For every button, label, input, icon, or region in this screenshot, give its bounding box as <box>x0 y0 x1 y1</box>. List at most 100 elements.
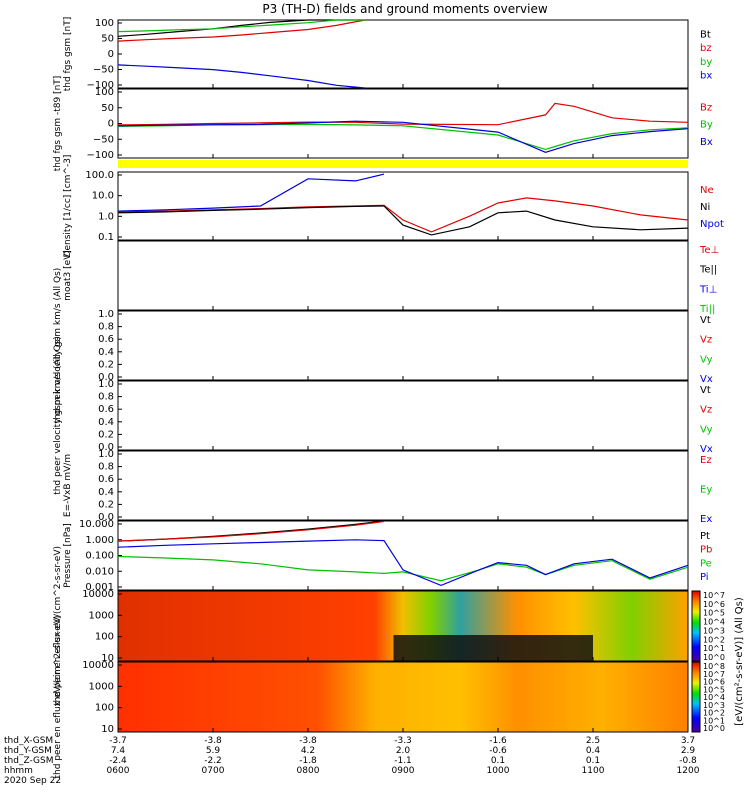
y-tick-label: −100 <box>87 80 114 91</box>
series-line-pt <box>117 520 385 542</box>
footer-value: -3.8 <box>204 736 222 746</box>
legend-pb: Pb <box>700 545 712 556</box>
y-tick-label: 1.0 <box>98 449 114 460</box>
colorbar-tick: 10^7 <box>703 591 725 600</box>
y-tick-label: 0.8 <box>98 462 114 473</box>
y-tick-label: 0.8 <box>98 322 114 333</box>
legend-entry: Vx <box>700 374 713 385</box>
y-tick-label: 100 <box>95 87 114 98</box>
footer-value: 2.9 <box>681 746 696 756</box>
panel-frame <box>117 310 689 381</box>
y-tick-label: 50 <box>101 34 114 45</box>
y-tick-label: 1.0 <box>98 211 114 222</box>
y-tick-label: −50 <box>93 134 114 145</box>
legend-ne: Ne <box>700 185 714 196</box>
ion-low-energy-region <box>393 635 593 661</box>
colorbar-tick: 10^0 <box>703 653 725 662</box>
footer-value: 0600 <box>107 766 130 776</box>
colorbar-tick: 10^2 <box>703 709 725 718</box>
legend-entry: Vy <box>700 354 713 365</box>
colorbar-tick: 10^6 <box>703 678 725 687</box>
footer-row-label: 2020 Sep 22 <box>4 776 61 786</box>
colorbar-label: [eV/(cm²-s-sr-eV)] (All Qs) <box>734 597 745 726</box>
panel-frame <box>117 380 689 451</box>
panel-frame <box>117 450 689 521</box>
y-tick-label: 0.6 <box>98 474 114 485</box>
series-line-bz <box>117 102 689 126</box>
legend-entry: Ti⊥ <box>699 284 717 295</box>
y-tick-label: 0.0 <box>98 372 114 383</box>
footer-value: 0.1 <box>586 756 600 766</box>
electron-spectrogram <box>118 662 688 732</box>
y-tick-label: 10.0 <box>92 191 114 202</box>
y-axis-label: thd peer en eflux eV/(cm^2-s-sr-eV) <box>53 615 63 778</box>
footer-value: 0700 <box>202 766 225 776</box>
y-tick-label: 100 <box>95 703 114 714</box>
y-tick-label: 0.8 <box>98 392 114 403</box>
y-tick-label: 1000 <box>89 610 114 621</box>
footer-value: 4.2 <box>301 746 315 756</box>
series-line-by <box>117 19 365 33</box>
y-tick-label: 0.6 <box>98 404 114 415</box>
colorbar-tick: 10^5 <box>703 685 725 694</box>
legend-bx: Bx <box>700 137 713 148</box>
y-axis-label: thd peir en eflux eV/(cm^2-s-sr-eV) <box>53 546 63 706</box>
footer-value: -2.4 <box>109 756 127 766</box>
legend-entry: Vx <box>700 444 713 455</box>
colorbar-tick: 10^3 <box>703 701 725 710</box>
footer-row-label: hhmm <box>4 766 33 776</box>
panel-frame <box>117 240 689 311</box>
legend-ni: Ni <box>700 202 710 213</box>
series-line-pb <box>117 520 385 542</box>
series-line-bx <box>117 120 689 153</box>
y-tick-label: −100 <box>87 150 114 161</box>
colorbar-tick: 10^0 <box>703 724 725 733</box>
y-tick-label: 0.0 <box>98 442 114 453</box>
plot-title: P3 (TH-D) fields and ground moments over… <box>262 2 547 16</box>
y-tick-label: 1000 <box>89 681 114 692</box>
y-tick-label: 0 <box>108 119 114 130</box>
yellow-status-bar <box>118 160 688 168</box>
colorbar-tick: 10^4 <box>703 618 725 627</box>
footer-value: 0900 <box>392 766 415 776</box>
colorbar-tick: 10^4 <box>703 693 725 702</box>
colorbar-tick: 10^6 <box>703 600 725 609</box>
series-line-bx <box>117 64 366 89</box>
colorbar-tick: 10^3 <box>703 626 725 635</box>
footer-value: 3.7 <box>681 736 695 746</box>
footer-value: 2.5 <box>586 736 600 746</box>
legend-pe: Pe <box>700 558 712 569</box>
legend-entry: Ex <box>700 514 712 525</box>
y-tick-label: 0.2 <box>98 429 114 440</box>
y-axis-label: Pressure [nPa] <box>63 523 73 588</box>
y-tick-label: 0.4 <box>98 487 114 498</box>
colorbar <box>691 590 701 662</box>
legend-entry: Vy <box>700 424 713 435</box>
y-axis-label: Density [1/cc] [cm^-3] <box>63 155 73 258</box>
legend-entry: Ez <box>700 455 712 466</box>
y-tick-label: 0.010 <box>85 566 114 577</box>
colorbar-tick: 10^5 <box>703 609 725 618</box>
legend-entry: Ey <box>700 485 712 496</box>
y-tick-label: 10000 <box>82 589 114 600</box>
footer-value: -1.8 <box>299 756 317 766</box>
y-tick-label: 10.000 <box>79 519 114 530</box>
footer-value: 1100 <box>582 766 605 776</box>
panel-frame <box>117 19 689 89</box>
footer-value: -3.7 <box>109 736 127 746</box>
y-tick-label: 0.0 <box>98 512 114 523</box>
legend-pi: Pi <box>700 572 709 583</box>
footer-row-label: thd_X-GSM <box>4 736 53 746</box>
legend-entry: Ti|| <box>699 304 715 315</box>
legend-bx: bx <box>700 70 712 81</box>
series-line-ni <box>117 205 689 236</box>
legend-by: By <box>700 120 713 131</box>
y-tick-label: −50 <box>93 65 114 76</box>
y-tick-label: 10 <box>101 724 114 735</box>
footer-value: -1.1 <box>394 756 412 766</box>
footer-value: 1200 <box>677 766 700 776</box>
y-tick-label: 1.000 <box>85 535 114 546</box>
series-line-by <box>117 123 689 151</box>
y-axis-label: thd peer velocity gsm km/s (All Qs) <box>53 336 63 495</box>
